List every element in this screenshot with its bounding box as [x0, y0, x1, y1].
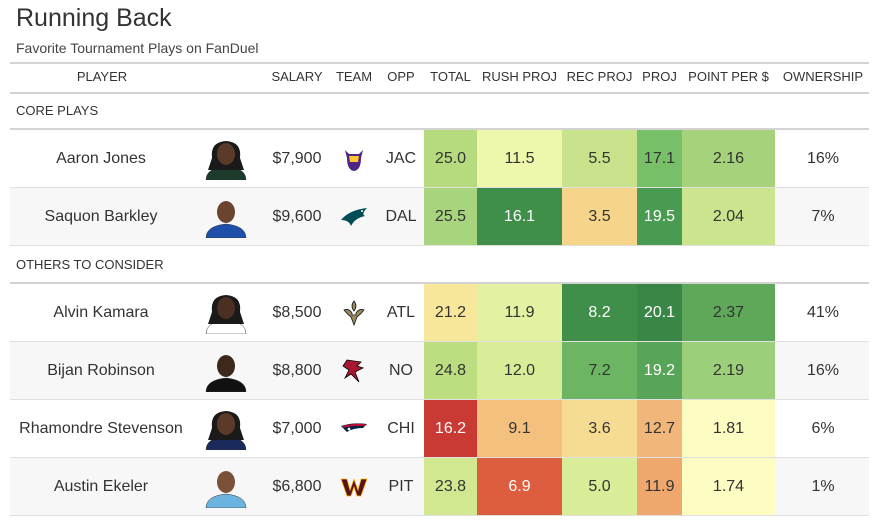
saints-logo	[339, 298, 369, 328]
eagles-logo	[339, 202, 369, 232]
ppd-cell: 2.37	[682, 284, 775, 341]
table-row: Saquon Barkley $9,600 DAL 25.5 16.1 3.5 19.5 2…	[10, 188, 869, 245]
col-header-opp: OPP	[387, 69, 415, 84]
row-divider	[10, 399, 869, 400]
opponent-value: JAC	[385, 150, 417, 167]
table-row: Bijan Robinson $8,800 NO 24.8 12.0 7.2 19.2 2.…	[10, 342, 869, 399]
rush-proj-cell: 11.9	[477, 284, 562, 341]
proj-cell: 19.5	[637, 188, 682, 245]
total-cell: 25.5	[424, 188, 477, 245]
col-header-team: TEAM	[335, 69, 373, 84]
table-row: Rhamondre Stevenson $7,000 CHI 16.2 9.1 3.6 1…	[10, 400, 869, 457]
col-header-player: PLAYER	[76, 69, 128, 84]
total-cell: 24.8	[424, 342, 477, 399]
salary-value: $8,500	[272, 304, 322, 321]
col-header-rec-proj: REC PROJ	[566, 69, 633, 84]
proj-cell: 19.2	[637, 342, 682, 399]
player-headshot	[200, 196, 252, 239]
ownership-value: 1%	[811, 478, 835, 495]
player-name: Bijan Robinson	[47, 362, 155, 379]
salary-value: $7,900	[272, 150, 322, 167]
player-headshot	[200, 408, 252, 451]
col-header-point-per-dollar: POINT PER $	[688, 69, 769, 84]
page-subtitle: Favorite Tournament Plays on FanDuel	[16, 40, 259, 56]
table-row: Aaron Jones $7,900 JAC 25.0 11.5 5.5 17.1 2.16…	[10, 130, 869, 187]
patriots-logo	[339, 414, 369, 444]
ppd-cell: 2.16	[682, 130, 775, 187]
commanders-logo	[339, 472, 369, 502]
col-header-ownership: OWNERSHIP	[782, 69, 864, 84]
rush-proj-cell: 12.0	[477, 342, 562, 399]
salary-value: $7,000	[272, 420, 322, 437]
salary-value: $6,800	[272, 478, 322, 495]
opponent-value: PIT	[388, 478, 414, 495]
group-rule	[10, 128, 869, 130]
rec-proj-cell: 3.5	[562, 188, 637, 245]
col-header-rush-proj: RUSH PROJ	[481, 69, 558, 84]
col-header-total: TOTAL	[430, 69, 471, 84]
total-cell: 25.0	[424, 130, 477, 187]
group-label: OTHERS TO CONSIDER	[16, 257, 164, 272]
player-headshot	[200, 292, 252, 335]
ppd-cell: 2.19	[682, 342, 775, 399]
falcons-logo	[339, 356, 369, 386]
proj-cell: 12.7	[637, 400, 682, 457]
rush-proj-cell: 11.5	[477, 130, 562, 187]
rec-proj-cell: 3.6	[562, 400, 637, 457]
player-name: Rhamondre Stevenson	[19, 420, 183, 437]
header-top-rule	[10, 62, 869, 64]
row-divider	[10, 245, 869, 246]
player-name: Saquon Barkley	[44, 208, 158, 225]
proj-cell: 17.1	[637, 130, 682, 187]
rec-proj-cell: 5.5	[562, 130, 637, 187]
row-divider	[10, 187, 869, 188]
proj-cell: 11.9	[637, 458, 682, 515]
page-title: Running Back	[16, 4, 172, 32]
ppd-cell: 1.81	[682, 400, 775, 457]
salary-value: $8,800	[272, 362, 322, 379]
table-row: Austin Ekeler $6,800 PIT 23.8 6.9 5.0 11.9 1.7…	[10, 458, 869, 515]
ppd-cell: 2.04	[682, 188, 775, 245]
row-divider	[10, 457, 869, 458]
rec-proj-cell: 7.2	[562, 342, 637, 399]
row-divider	[10, 341, 869, 342]
opponent-value: NO	[389, 362, 413, 379]
player-headshot	[200, 138, 252, 181]
ownership-value: 41%	[806, 304, 840, 321]
col-header-proj: PROJ	[642, 69, 677, 84]
ownership-value: 16%	[806, 362, 840, 379]
opponent-value: ATL	[386, 304, 416, 321]
rush-proj-cell: 16.1	[477, 188, 562, 245]
opponent-value: CHI	[387, 420, 415, 437]
col-header-salary: SALARY	[271, 69, 323, 84]
row-divider	[10, 515, 869, 516]
total-cell: 23.8	[424, 458, 477, 515]
player-name: Alvin Kamara	[53, 304, 149, 321]
ownership-value: 6%	[811, 420, 835, 437]
player-headshot	[200, 466, 252, 509]
ownership-value: 16%	[806, 150, 840, 167]
table-row: Alvin Kamara $8,500 ATL 21.2 11.9 8.2 20.1 2.3…	[10, 284, 869, 341]
rec-proj-cell: 5.0	[562, 458, 637, 515]
proj-cell: 20.1	[637, 284, 682, 341]
player-name: Austin Ekeler	[53, 478, 149, 495]
group-label: CORE PLAYS	[16, 103, 99, 118]
player-name: Aaron Jones	[56, 150, 146, 167]
ownership-value: 7%	[811, 208, 835, 225]
vikings-logo	[339, 144, 369, 174]
opponent-value: DAL	[385, 208, 417, 225]
salary-value: $9,600	[272, 208, 322, 225]
total-cell: 16.2	[424, 400, 477, 457]
rush-proj-cell: 6.9	[477, 458, 562, 515]
rec-proj-cell: 8.2	[562, 284, 637, 341]
rush-proj-cell: 9.1	[477, 400, 562, 457]
player-headshot	[200, 350, 252, 393]
ppd-cell: 1.74	[682, 458, 775, 515]
header-bottom-rule	[10, 92, 869, 94]
total-cell: 21.2	[424, 284, 477, 341]
group-rule	[10, 282, 869, 284]
